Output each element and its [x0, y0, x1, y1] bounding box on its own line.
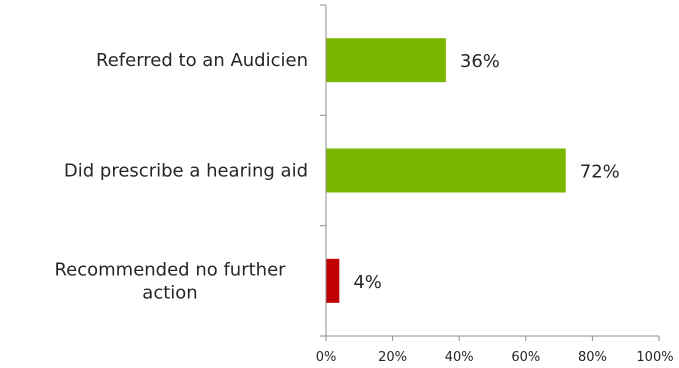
data-label-2: 4%: [353, 272, 382, 293]
data-label-1: 72%: [580, 162, 620, 183]
x-tick-label-1: 20%: [378, 350, 407, 365]
category-label-0: Referred to an Audicien: [96, 50, 308, 71]
x-tick-label-5: 100%: [636, 350, 673, 365]
x-tick-label-2: 40%: [445, 350, 474, 365]
bar-2: [326, 258, 340, 303]
x-tick-label-4: 80%: [578, 350, 607, 365]
x-tick-label-3: 60%: [511, 350, 540, 365]
data-label-0: 36%: [460, 51, 500, 72]
category-label-2: Recommended no further action: [54, 259, 286, 303]
x-tick-label-0: 0%: [316, 350, 337, 365]
axes-group: [320, 4, 660, 341]
category-label-1: Did prescribe a hearing aid: [64, 161, 308, 182]
bar-0: [326, 38, 446, 83]
labels-group: 36% Referred to an Audicien 72% Did prescri…: [54, 50, 673, 365]
bars-group: [326, 38, 566, 303]
bar-1: [326, 148, 566, 193]
